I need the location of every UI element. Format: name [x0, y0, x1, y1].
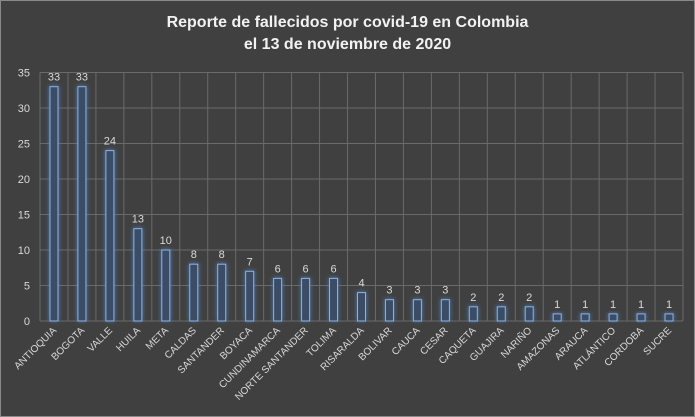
- bar: [301, 277, 311, 322]
- bar: [524, 306, 534, 322]
- x-tick-label: VALLE: [86, 325, 116, 355]
- bar: [161, 249, 171, 322]
- bar: [49, 86, 59, 322]
- data-label: 2: [526, 292, 532, 304]
- bar: [357, 292, 366, 322]
- y-tick-label: 10: [18, 245, 30, 257]
- data-label: 1: [582, 299, 588, 311]
- data-label: 8: [219, 249, 225, 261]
- bar: [77, 86, 87, 322]
- data-label: 1: [554, 299, 560, 311]
- data-label: 1: [638, 299, 644, 311]
- bar: [468, 306, 478, 322]
- bar: [105, 150, 115, 322]
- bar: [496, 306, 506, 322]
- bar: [133, 228, 143, 322]
- data-label: 33: [48, 72, 60, 84]
- data-label: 3: [442, 285, 448, 297]
- bar: [552, 313, 562, 322]
- data-label: 24: [104, 136, 116, 148]
- bar: [189, 263, 199, 322]
- data-label: 10: [160, 235, 172, 247]
- data-label: 6: [330, 263, 336, 275]
- data-label: 33: [76, 72, 88, 84]
- x-tick-label: CAUCA: [390, 325, 423, 358]
- chart-title-line1: Reporte de fallecidos por covid-19 en Co…: [166, 14, 529, 31]
- bar: [664, 313, 674, 322]
- data-label: 1: [666, 299, 672, 311]
- y-tick-label: 15: [18, 210, 30, 222]
- data-label: 6: [275, 263, 281, 275]
- data-label: 7: [247, 256, 253, 268]
- x-tick-label: ANTIOQUIA: [12, 325, 59, 372]
- bar: [217, 263, 227, 322]
- bar: [580, 313, 590, 322]
- bar: [329, 277, 339, 322]
- y-tick-label: 25: [18, 139, 30, 151]
- bar: [273, 277, 283, 322]
- data-label: 1: [610, 299, 616, 311]
- bar: [608, 313, 618, 322]
- y-tick-label: 0: [24, 316, 30, 328]
- y-tick-label: 5: [24, 281, 30, 293]
- bar: [245, 270, 255, 322]
- y-tick-label: 20: [18, 174, 30, 186]
- data-label: 3: [414, 285, 420, 297]
- chart-title-line2: el 13 de noviembre de 2020: [243, 36, 452, 53]
- data-label: 2: [470, 292, 476, 304]
- bar: [636, 313, 646, 322]
- chart-title: Reporte de fallecidos por covid-19 en Co…: [0, 12, 695, 56]
- data-label: 2: [498, 292, 504, 304]
- bar: [440, 299, 450, 322]
- x-tick-label: HUILA: [114, 325, 143, 354]
- data-label: 4: [358, 278, 364, 290]
- x-tick-label: SUCRE: [642, 325, 675, 358]
- y-tick-label: 30: [18, 103, 30, 115]
- y-tick-label: 35: [18, 68, 30, 80]
- data-label: 6: [303, 263, 309, 275]
- bar: [412, 299, 422, 322]
- bar: [384, 299, 394, 322]
- data-label: 13: [132, 214, 144, 226]
- data-label: 8: [191, 249, 197, 261]
- data-label: 3: [386, 285, 392, 297]
